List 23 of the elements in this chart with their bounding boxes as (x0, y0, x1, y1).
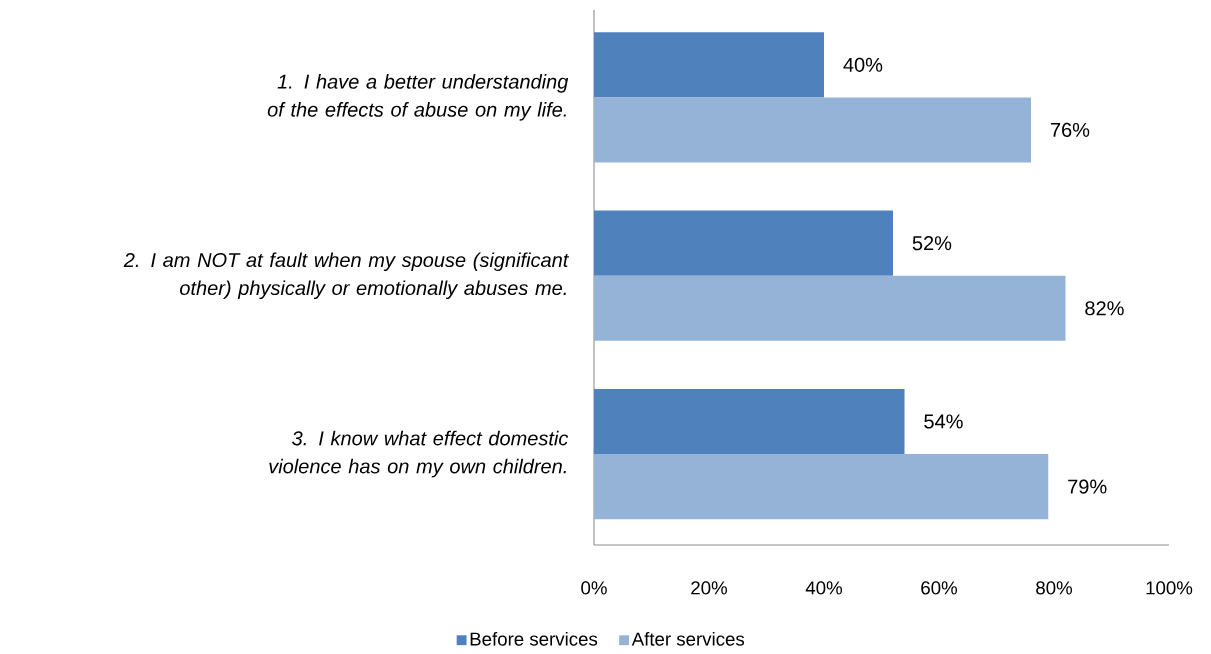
bar (594, 32, 824, 98)
legend-label: Before services (470, 631, 598, 646)
data-label: 52% (912, 236, 952, 251)
bar (594, 210, 893, 276)
y-tick-label: 3. I know what effect domestic violence has on my own children. (269, 430, 569, 478)
x-tick-label: 40% (805, 581, 843, 595)
data-label: 76% (1050, 122, 1090, 137)
y-tick-label: 1. I have a better understanding of the effects of abuse on my life. (267, 74, 569, 121)
y-tick-label: 2. I am NOT at fault when my spouse (significant other) physically or emotionally abuses me. (123, 252, 570, 300)
x-tick-label: 100% (1146, 581, 1193, 595)
x-tick-label: 0% (581, 581, 607, 595)
data-label: 54% (924, 414, 963, 429)
bar (594, 388, 905, 455)
x-tick-label: 60% (921, 581, 958, 595)
data-label: 40% (843, 57, 883, 72)
x-tick-label: 20% (691, 581, 728, 595)
bar (594, 97, 1031, 163)
legend-label: After services (631, 631, 745, 646)
data-label: 79% (1068, 479, 1107, 494)
bar (594, 275, 1066, 341)
x-tick-label: 80% (1036, 581, 1073, 595)
data-label: 82% (1085, 301, 1124, 316)
bar (594, 454, 1049, 520)
